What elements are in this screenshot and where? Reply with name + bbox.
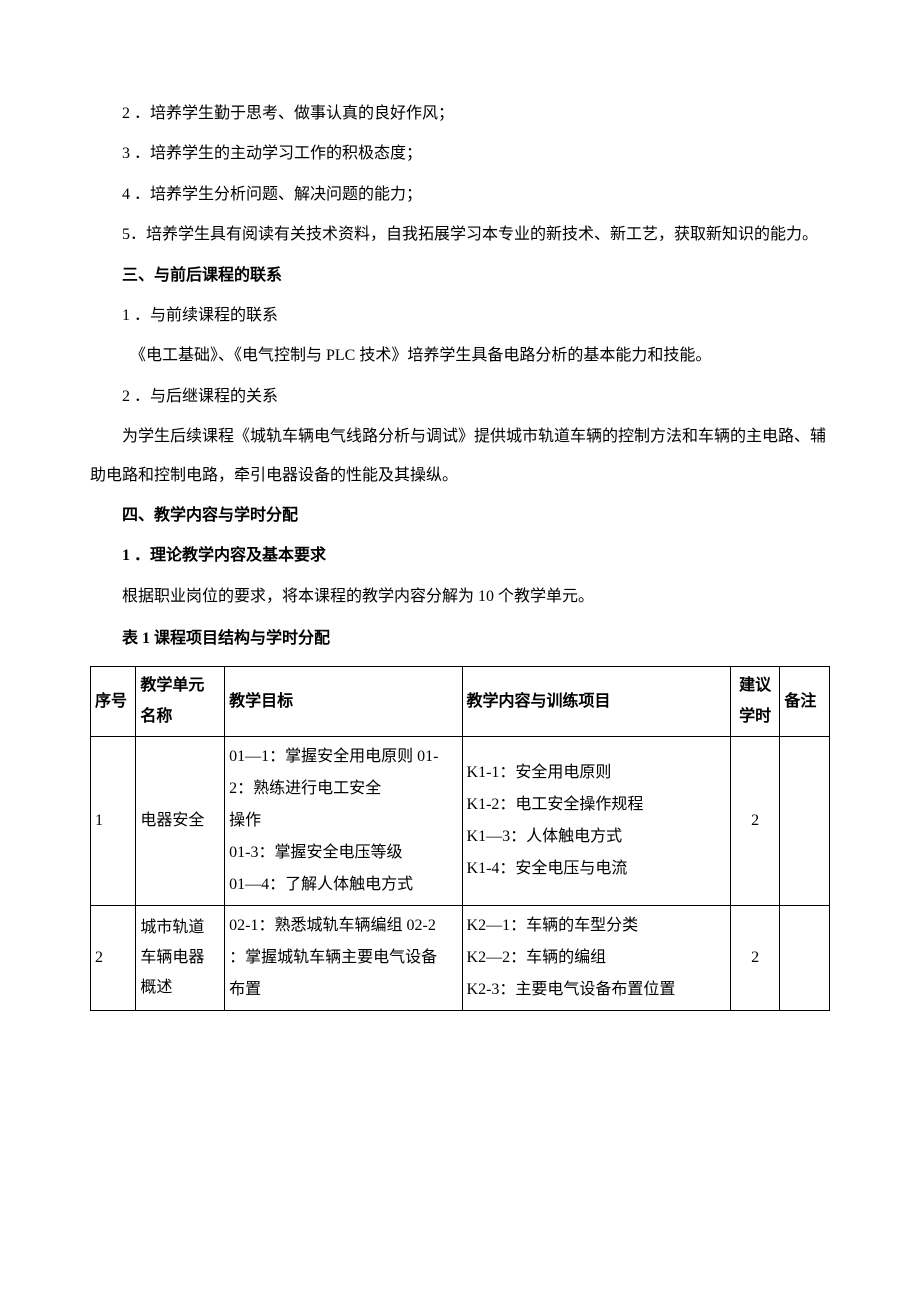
table-row: 2 城市轨道车辆电器概述 02-1：熟悉城轨车辆编组 02-2 ：掌握城轨车辆主…	[91, 906, 830, 1011]
syllabus-table: 序号 教学单元名称 教学目标 教学内容与训练项目 建议学时 备注 1 电器安全 …	[90, 666, 830, 1011]
sub-heading-4-1: 1 ．理论教学内容及基本要求	[90, 537, 830, 575]
td-hours: 2	[730, 906, 780, 1011]
goal-line: 01-3：掌握安全电压等级	[229, 837, 457, 869]
th-content: 教学内容与训练项目	[462, 667, 730, 737]
document-body: 2 ．培养学生勤于思考、做事认真的良好作风； 3 ．培养学生的主动学习工作的积极…	[90, 95, 830, 1011]
goal-line: 01—1：掌握安全用电原则 01-	[229, 741, 457, 773]
list-item-2: 2 ．培养学生勤于思考、做事认真的良好作风；	[90, 95, 830, 133]
paragraph-post-course: 为学生后续课程《城轨车辆电气线路分析与调试》提供城市轨道车辆的控制方法和车辆的主…	[90, 418, 830, 495]
paragraph-pre-course: 《电工基础》、《电气控制与 PLC 技术》培养学生具备电路分析的基本能力和技能。	[90, 337, 830, 375]
goal-line: 02-1：熟悉城轨车辆编组 02-2	[229, 910, 457, 942]
td-seq: 2	[91, 906, 136, 1011]
td-content: K1-1：安全用电原则 K1-2：电工安全操作规程 K1—3：人体触电方式 K1…	[462, 737, 730, 906]
table-row: 1 电器安全 01—1：掌握安全用电原则 01- 2：熟练进行电工安全 操作 0…	[91, 737, 830, 906]
td-seq: 1	[91, 737, 136, 906]
goal-line: 2：熟练进行电工安全	[229, 773, 457, 805]
td-unit: 电器安全	[136, 737, 225, 906]
content-line: K2-3：主要电气设备布置位置	[467, 974, 726, 1006]
td-note	[780, 737, 830, 906]
list-item-4: 4 ．培养学生分析问题、解决问题的能力；	[90, 176, 830, 214]
section-heading-4: 四、教学内容与学时分配	[90, 497, 830, 535]
goal-line: 操作	[229, 805, 457, 837]
th-seq: 序号	[91, 667, 136, 737]
content-line: K1-1：安全用电原则	[467, 757, 726, 789]
th-hours: 建议学时	[730, 667, 780, 737]
th-unit: 教学单元名称	[136, 667, 225, 737]
content-line: K1—3：人体触电方式	[467, 821, 726, 853]
td-goal: 02-1：熟悉城轨车辆编组 02-2 ：掌握城轨车辆主要电气设备 布置	[225, 906, 462, 1011]
content-line: K2—2：车辆的编组	[467, 942, 726, 974]
td-goal: 01—1：掌握安全用电原则 01- 2：熟练进行电工安全 操作 01-3：掌握安…	[225, 737, 462, 906]
th-note: 备注	[780, 667, 830, 737]
list-item-5: 5．培养学生具有阅读有关技术资料，自我拓展学习本专业的新技术、新工艺，获取新知识…	[90, 216, 830, 254]
goal-line: 布置	[229, 974, 457, 1006]
paragraph-syllabus-intro: 根据职业岗位的要求，将本课程的教学内容分解为 10 个教学单元。	[90, 578, 830, 616]
table-header-row: 序号 教学单元名称 教学目标 教学内容与训练项目 建议学时 备注	[91, 667, 830, 737]
td-content: K2—1：车辆的车型分类 K2—2：车辆的编组 K2-3：主要电气设备布置位置	[462, 906, 730, 1011]
goal-line: ：掌握城轨车辆主要电气设备	[229, 942, 457, 974]
table-caption: 表 1 课程项目结构与学时分配	[90, 620, 830, 658]
sub-item-3-2: 2 ．与后继课程的关系	[90, 378, 830, 416]
content-line: K1-4：安全电压与电流	[467, 853, 726, 885]
td-hours: 2	[730, 737, 780, 906]
section-heading-3: 三、与前后课程的联系	[90, 257, 830, 295]
content-line: K2—1：车辆的车型分类	[467, 910, 726, 942]
td-note	[780, 906, 830, 1011]
th-goal: 教学目标	[225, 667, 462, 737]
sub-item-3-1: 1 ．与前续课程的联系	[90, 297, 830, 335]
td-unit: 城市轨道车辆电器概述	[136, 906, 225, 1011]
content-line: K1-2：电工安全操作规程	[467, 789, 726, 821]
goal-line: 01—4：了解人体触电方式	[229, 869, 457, 901]
list-item-3: 3 ．培养学生的主动学习工作的积极态度；	[90, 135, 830, 173]
